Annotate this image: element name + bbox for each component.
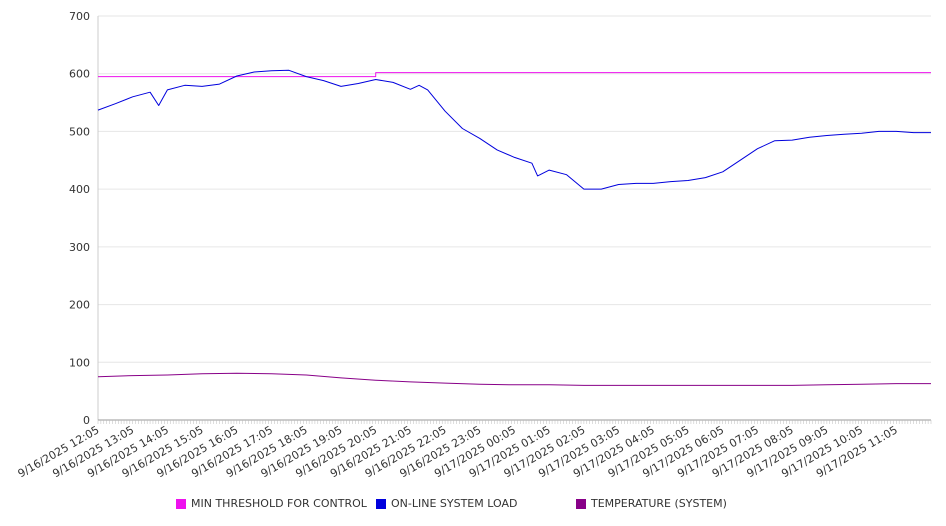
y-tick-label: 400: [69, 183, 90, 196]
legend-swatch-system-load: [376, 498, 386, 509]
legend-item-min-threshold[interactable]: MIN THRESHOLD FOR CONTROL: [176, 497, 367, 510]
y-tick-label: 500: [69, 125, 90, 138]
legend-swatch-min-threshold: [176, 498, 186, 509]
y-tick-label: 700: [69, 10, 90, 23]
legend-label-system-load: ON-LINE SYSTEM LOAD: [391, 497, 518, 510]
chart-legend: MIN THRESHOLD FOR CONTROL ON-LINE SYSTEM…: [0, 497, 946, 515]
legend-swatch-temperature: [576, 498, 586, 509]
y-tick-label: 100: [69, 356, 90, 369]
legend-label-temperature: TEMPERATURE (SYSTEM): [591, 497, 727, 510]
legend-item-temperature[interactable]: TEMPERATURE (SYSTEM): [576, 497, 727, 510]
series-line-temperature-system: [97, 372, 931, 386]
legend-item-system-load[interactable]: ON-LINE SYSTEM LOAD: [376, 497, 517, 510]
y-tick-label: 200: [69, 299, 90, 312]
legend-label-min-threshold: MIN THRESHOLD FOR CONTROL: [191, 497, 367, 510]
y-tick-label: 0: [83, 414, 90, 427]
y-tick-label: 300: [69, 241, 90, 254]
series-line-on-line-system-load: [97, 69, 931, 190]
series-line-min-threshold-for-control: [98, 72, 931, 78]
y-tick-label: 600: [69, 68, 90, 81]
